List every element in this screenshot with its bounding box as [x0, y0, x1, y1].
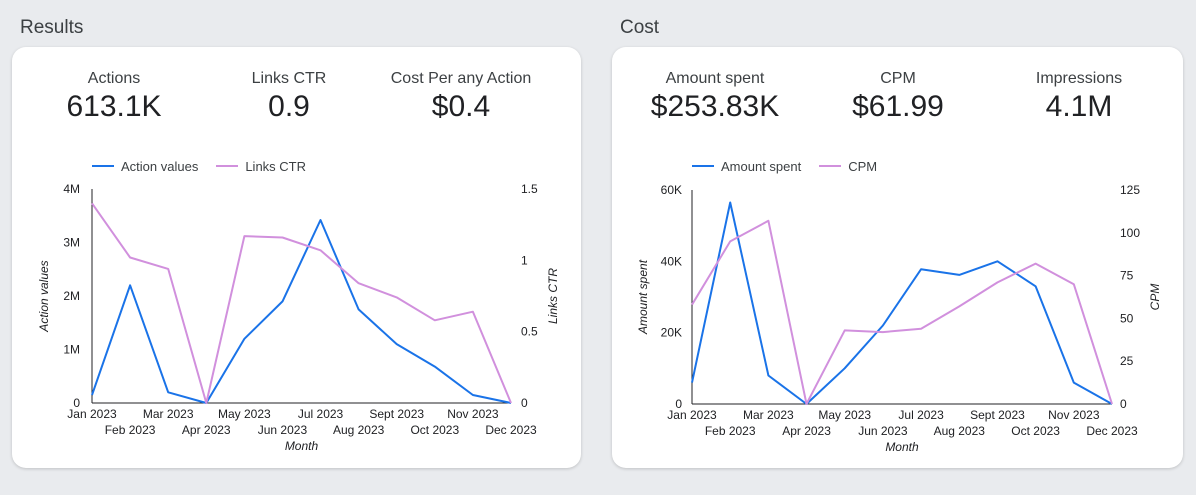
- results-line-chart[interactable]: 0 1M 2M 3M 4M 0 0.5 1 1.5 Jan 2023 Feb 2023 Mar 202…: [12, 47, 581, 468]
- x-tick-label: May 2023: [218, 407, 271, 421]
- y-right-axis-title: Links CTR: [546, 268, 560, 324]
- chart-legend: Amount spent CPM: [692, 157, 895, 175]
- y-right-tick-label: 0: [521, 396, 528, 410]
- kpi-amount-spent[interactable]: Amount spent $253.83K: [615, 69, 815, 125]
- x-tick-label: Sept 2023: [369, 407, 424, 421]
- y-left-tick-label: 40K: [661, 254, 682, 268]
- x-tick-label: Feb 2023: [705, 424, 756, 438]
- kpi-label: Impressions: [1035, 70, 1123, 87]
- legend-label: CPM: [848, 158, 878, 174]
- legend-label: Links CTR: [245, 158, 307, 174]
- x-tick-label: Sept 2023: [970, 408, 1025, 422]
- legend-swatch: [819, 165, 842, 167]
- y-left-tick-label: 2M: [63, 289, 80, 303]
- y-right-tick-label: 0.5: [521, 325, 538, 339]
- legend-label: Amount spent: [721, 158, 802, 174]
- y-left-tick-label: 0: [73, 396, 80, 410]
- kpi-value: $61.99: [852, 90, 944, 123]
- x-tick-label: Apr 2023: [782, 424, 831, 438]
- y-left-axis-title: Amount spent: [636, 259, 650, 335]
- x-tick-label: Jan 2023: [67, 407, 117, 421]
- kpi-value: $0.4: [431, 90, 491, 123]
- y-right-tick-label: 0: [1120, 397, 1127, 411]
- x-axis-title: Month: [285, 439, 319, 453]
- y-left-tick-label: 20K: [661, 326, 682, 340]
- legend-label: Action values: [121, 158, 199, 174]
- x-tick-label: Nov 2023: [447, 407, 499, 421]
- results-section-title: Results: [20, 17, 84, 38]
- x-tick-label: Apr 2023: [182, 423, 231, 437]
- x-tick-label: May 2023: [818, 408, 871, 422]
- x-tick-label: Aug 2023: [934, 424, 986, 438]
- x-tick-label: Dec 2023: [1086, 424, 1138, 438]
- x-tick-label: Nov 2023: [1048, 408, 1100, 422]
- y-right-tick-label: 125: [1120, 183, 1140, 197]
- y-right-tick-label: 1: [521, 253, 528, 267]
- cost-card: Amount spent $253.83K CPM $61.99 Impress…: [612, 47, 1183, 468]
- x-tick-label: Mar 2023: [743, 408, 794, 422]
- y-left-tick-label: 3M: [63, 236, 80, 250]
- y-left-tick-label: 60K: [661, 183, 682, 197]
- x-tick-label: Jul 2023: [898, 408, 944, 422]
- series-line-amount-spent: [691, 201, 1113, 405]
- kpi-cpm[interactable]: CPM $61.99: [798, 69, 998, 125]
- chart-legend: Action values Links CTR: [92, 157, 324, 175]
- results-card: Actions 613.1K Links CTR 0.9 Cost Per an…: [12, 47, 581, 468]
- x-tick-label: Oct 2023: [1011, 424, 1060, 438]
- legend-swatch: [216, 165, 239, 167]
- y-left-tick-label: 4M: [63, 182, 80, 196]
- cost-line-chart[interactable]: 0 20K 40K 60K 0 25 50 75 100 125 Jan 2023 Feb 2023 M…: [612, 47, 1183, 468]
- y-right-tick-label: 100: [1120, 226, 1140, 240]
- x-axis-title: Month: [885, 440, 919, 454]
- kpi-value: 613.1K: [66, 90, 162, 123]
- series-line-action-values: [91, 219, 512, 404]
- x-tick-label: Aug 2023: [333, 423, 385, 437]
- legend-item-links-ctr[interactable]: Links CTR: [216, 159, 306, 174]
- kpi-label: Actions: [87, 70, 141, 87]
- legend-item-cpm[interactable]: CPM: [819, 159, 877, 174]
- series-line-cpm: [691, 219, 1113, 405]
- cost-section-title: Cost: [620, 17, 660, 38]
- x-tick-label: Jun 2023: [258, 423, 308, 437]
- kpi-label: CPM: [880, 70, 916, 87]
- y-right-tick-label: 75: [1120, 269, 1134, 283]
- legend-swatch: [92, 165, 114, 167]
- kpi-actions[interactable]: Actions 613.1K: [14, 69, 214, 125]
- y-right-tick-label: 1.5: [521, 182, 538, 196]
- kpi-label: Cost Per any Action: [390, 70, 532, 87]
- series-line-links-ctr: [91, 202, 512, 404]
- x-tick-label: Feb 2023: [105, 423, 156, 437]
- kpi-label: Links CTR: [251, 70, 327, 87]
- kpi-cost-per-action[interactable]: Cost Per any Action $0.4: [361, 69, 561, 125]
- kpi-label: Amount spent: [665, 70, 765, 87]
- legend-item-amount-spent[interactable]: Amount spent: [692, 159, 801, 174]
- y-right-tick-label: 50: [1120, 311, 1134, 325]
- x-tick-label: Oct 2023: [410, 423, 459, 437]
- y-left-tick-label: 1M: [63, 343, 80, 357]
- y-right-tick-label: 25: [1120, 354, 1134, 368]
- x-tick-label: Dec 2023: [485, 423, 537, 437]
- x-tick-label: Mar 2023: [143, 407, 194, 421]
- kpi-impressions[interactable]: Impressions 4.1M: [979, 69, 1179, 125]
- x-tick-label: Jun 2023: [858, 424, 908, 438]
- x-tick-label: Jan 2023: [667, 408, 717, 422]
- kpi-value: 0.9: [268, 90, 310, 123]
- x-tick-label: Jul 2023: [298, 407, 344, 421]
- kpi-value: 4.1M: [1045, 90, 1113, 123]
- kpi-links-ctr[interactable]: Links CTR 0.9: [189, 69, 389, 125]
- kpi-value: $253.83K: [650, 90, 780, 123]
- y-left-axis-title: Action values: [37, 260, 51, 332]
- legend-item-action-values[interactable]: Action values: [92, 159, 198, 174]
- y-right-axis-title: CPM: [1148, 284, 1162, 311]
- y-left-tick-label: 0: [675, 397, 682, 411]
- legend-swatch: [692, 165, 714, 167]
